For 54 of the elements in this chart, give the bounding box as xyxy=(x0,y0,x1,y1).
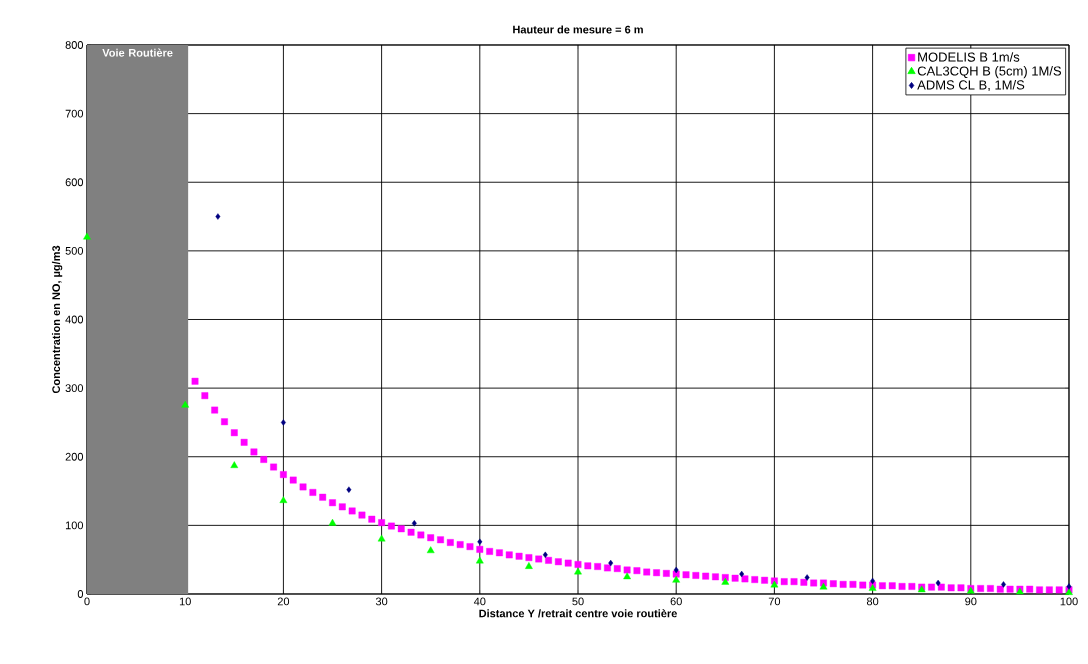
y-tick-label: 400 xyxy=(65,315,84,324)
y-tick-label: 600 xyxy=(65,178,84,187)
x-tick-label: 40 xyxy=(473,597,486,606)
point xyxy=(1066,583,1072,590)
point xyxy=(328,518,337,526)
legend-label: MODELIS B 1m/s xyxy=(918,52,1020,62)
point xyxy=(477,538,483,546)
point xyxy=(935,579,941,587)
x-tick-label: 20 xyxy=(277,597,290,606)
point xyxy=(739,570,745,578)
x-tick-label: 0 xyxy=(84,597,90,606)
y-tick-label: 100 xyxy=(65,521,84,530)
point xyxy=(346,486,352,493)
y-tick-label: 0 xyxy=(77,590,84,598)
point xyxy=(426,546,435,554)
point xyxy=(608,559,614,567)
point xyxy=(672,575,681,583)
point xyxy=(230,461,239,468)
point xyxy=(83,232,91,240)
point xyxy=(475,556,484,564)
point xyxy=(181,400,190,408)
x-tick-label: 60 xyxy=(670,597,682,606)
point xyxy=(215,213,221,220)
point xyxy=(870,577,876,585)
point xyxy=(411,520,417,527)
point xyxy=(804,574,810,581)
x-tick-label: 80 xyxy=(866,597,879,606)
point xyxy=(1001,581,1006,588)
legend-label: ADMS CL B, 1M/S xyxy=(917,79,1025,92)
x-tick-label: 90 xyxy=(965,597,977,606)
x-tick-label: 70 xyxy=(768,597,781,606)
point xyxy=(280,419,286,426)
x-axis-title: Distance Y /retrait centre voie routière xyxy=(479,609,677,618)
point xyxy=(623,572,631,580)
x-tick-label: 10 xyxy=(179,597,191,606)
point xyxy=(574,567,582,575)
y-axis-title: Concentration en NO, µg/m3 xyxy=(51,245,63,394)
point xyxy=(673,566,679,574)
legend-label: CAL3CQH B (5cm) 1M/S xyxy=(917,66,1062,79)
y-tick-label: 200 xyxy=(65,452,84,461)
y-tick-label: 700 xyxy=(65,109,84,118)
x-tick-label: 100 xyxy=(1060,597,1078,606)
band-label: Voie Routière xyxy=(102,48,173,57)
x-tick-label: 30 xyxy=(375,597,388,606)
y-tick-label: 500 xyxy=(65,246,84,255)
x-tick-label: 50 xyxy=(572,597,584,606)
point xyxy=(525,562,533,569)
point xyxy=(279,496,288,503)
y-tick-label: 800 xyxy=(65,41,84,49)
point xyxy=(721,577,730,585)
chart-title: Hauteur de mesure = 6 m xyxy=(513,25,643,34)
point xyxy=(542,551,548,559)
y-tick-label: 300 xyxy=(65,384,84,393)
point xyxy=(377,534,386,542)
